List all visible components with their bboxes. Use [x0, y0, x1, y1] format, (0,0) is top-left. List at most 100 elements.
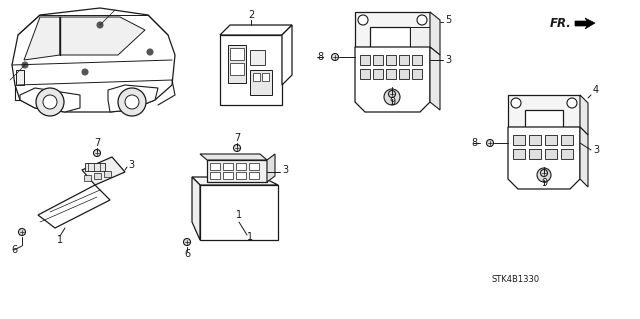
Circle shape: [417, 15, 427, 25]
Text: 9: 9: [389, 97, 395, 107]
Polygon shape: [192, 177, 200, 240]
Text: 7: 7: [234, 133, 240, 143]
Bar: [373, 69, 383, 79]
Text: 6: 6: [11, 245, 17, 255]
Polygon shape: [575, 18, 595, 29]
Bar: [386, 55, 396, 65]
Bar: [545, 135, 557, 145]
Polygon shape: [267, 154, 275, 182]
Polygon shape: [508, 127, 580, 189]
Bar: [207, 160, 267, 182]
Polygon shape: [82, 157, 125, 185]
Bar: [94, 173, 101, 179]
Bar: [223, 163, 233, 170]
Bar: [104, 171, 111, 177]
Text: 1: 1: [57, 235, 63, 245]
Polygon shape: [108, 85, 158, 112]
Polygon shape: [508, 95, 580, 127]
Polygon shape: [580, 127, 588, 187]
Bar: [529, 135, 541, 145]
Text: 9: 9: [541, 178, 547, 188]
Circle shape: [332, 54, 339, 61]
Text: FR.: FR.: [550, 17, 572, 30]
Text: 3: 3: [282, 165, 288, 175]
Bar: [513, 149, 525, 159]
Bar: [236, 172, 246, 179]
Polygon shape: [24, 17, 60, 60]
Circle shape: [567, 98, 577, 108]
Circle shape: [125, 95, 139, 109]
Text: 4: 4: [593, 85, 599, 95]
Circle shape: [93, 150, 100, 157]
Bar: [250, 50, 265, 65]
Polygon shape: [192, 177, 278, 185]
Polygon shape: [430, 47, 440, 110]
Circle shape: [511, 98, 521, 108]
Bar: [399, 55, 409, 65]
Text: 3: 3: [593, 145, 599, 155]
Text: STK4B1330: STK4B1330: [492, 276, 540, 285]
Polygon shape: [355, 12, 430, 47]
Bar: [412, 55, 422, 65]
Polygon shape: [355, 47, 430, 112]
Text: 2: 2: [248, 10, 254, 20]
Circle shape: [358, 15, 368, 25]
Text: 8: 8: [317, 52, 323, 62]
Circle shape: [36, 88, 64, 116]
Circle shape: [97, 22, 103, 28]
Circle shape: [234, 145, 241, 152]
Circle shape: [486, 139, 493, 146]
Circle shape: [118, 88, 146, 116]
Bar: [253, 73, 260, 81]
Text: 6: 6: [184, 249, 190, 259]
Circle shape: [43, 95, 57, 109]
Polygon shape: [220, 25, 292, 35]
Bar: [249, 172, 259, 179]
Bar: [561, 149, 573, 159]
Text: 5: 5: [445, 15, 451, 25]
Text: 8: 8: [472, 138, 478, 148]
Bar: [399, 69, 409, 79]
Bar: [360, 55, 370, 65]
Bar: [412, 69, 422, 79]
Bar: [16, 70, 24, 85]
Bar: [230, 48, 244, 60]
Bar: [545, 149, 557, 159]
Bar: [250, 70, 272, 95]
Bar: [230, 63, 244, 75]
Text: 7: 7: [94, 138, 100, 148]
Polygon shape: [38, 185, 110, 228]
Bar: [373, 55, 383, 65]
Text: 3: 3: [445, 55, 451, 65]
Bar: [262, 73, 269, 81]
Polygon shape: [20, 88, 80, 112]
Bar: [249, 163, 259, 170]
Polygon shape: [12, 8, 175, 112]
Bar: [84, 175, 91, 181]
Text: 3: 3: [128, 160, 134, 170]
Bar: [210, 163, 220, 170]
Bar: [386, 69, 396, 79]
Bar: [360, 69, 370, 79]
Circle shape: [19, 228, 26, 235]
Circle shape: [147, 49, 153, 55]
Bar: [513, 135, 525, 145]
Bar: [220, 35, 282, 105]
Circle shape: [184, 239, 191, 246]
Text: 1: 1: [236, 210, 242, 220]
Polygon shape: [200, 154, 267, 160]
Polygon shape: [282, 25, 292, 85]
Bar: [85, 163, 105, 171]
Polygon shape: [60, 17, 145, 55]
Circle shape: [22, 62, 28, 68]
Bar: [223, 172, 233, 179]
Bar: [210, 172, 220, 179]
Polygon shape: [410, 27, 430, 47]
Circle shape: [384, 89, 400, 105]
Bar: [200, 185, 278, 240]
Circle shape: [82, 69, 88, 75]
Polygon shape: [430, 12, 440, 55]
Text: 1: 1: [247, 232, 253, 242]
Circle shape: [537, 168, 551, 182]
Circle shape: [541, 169, 547, 176]
